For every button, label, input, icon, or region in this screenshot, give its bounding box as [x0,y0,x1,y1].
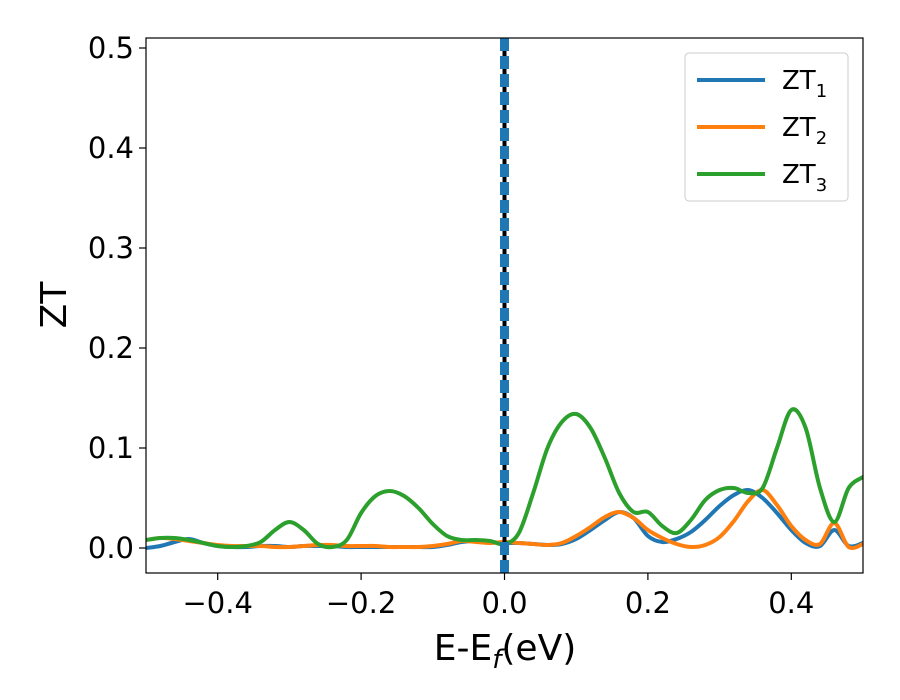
x-tick-label: −0.4 [182,586,252,620]
y-tick-label: 0.1 [88,431,134,465]
x-axis-label: E-Ef(eV) [434,628,577,675]
legend-label-zt1: ZT1 [782,66,827,102]
x-tick-label: 0.0 [481,586,527,620]
x-tick-label: 0.2 [625,586,671,620]
legend-label-zt3: ZT3 [782,160,827,196]
y-axis-label: ZT [34,281,75,329]
legend-label-zt2: ZT2 [782,113,827,149]
y-tick-label: 0.4 [88,131,134,165]
x-axis-unit: (eV) [501,628,576,669]
legend: ZT1 ZT2 ZT3 [684,52,849,202]
y-tick-label: 0.2 [88,331,134,365]
y-tick-label: 0.0 [88,531,134,565]
x-tick-label: −0.2 [326,586,396,620]
x-tick-label: 0.4 [768,586,814,620]
y-tick-label: 0.5 [88,31,134,65]
y-axis-ticks: 0.0 0.1 0.2 0.3 0.4 0.5 [88,31,146,565]
legend-box [684,52,849,202]
x-axis-ticks: −0.4 −0.2 0.0 0.2 0.4 [182,573,814,620]
y-tick-label: 0.3 [88,231,134,265]
